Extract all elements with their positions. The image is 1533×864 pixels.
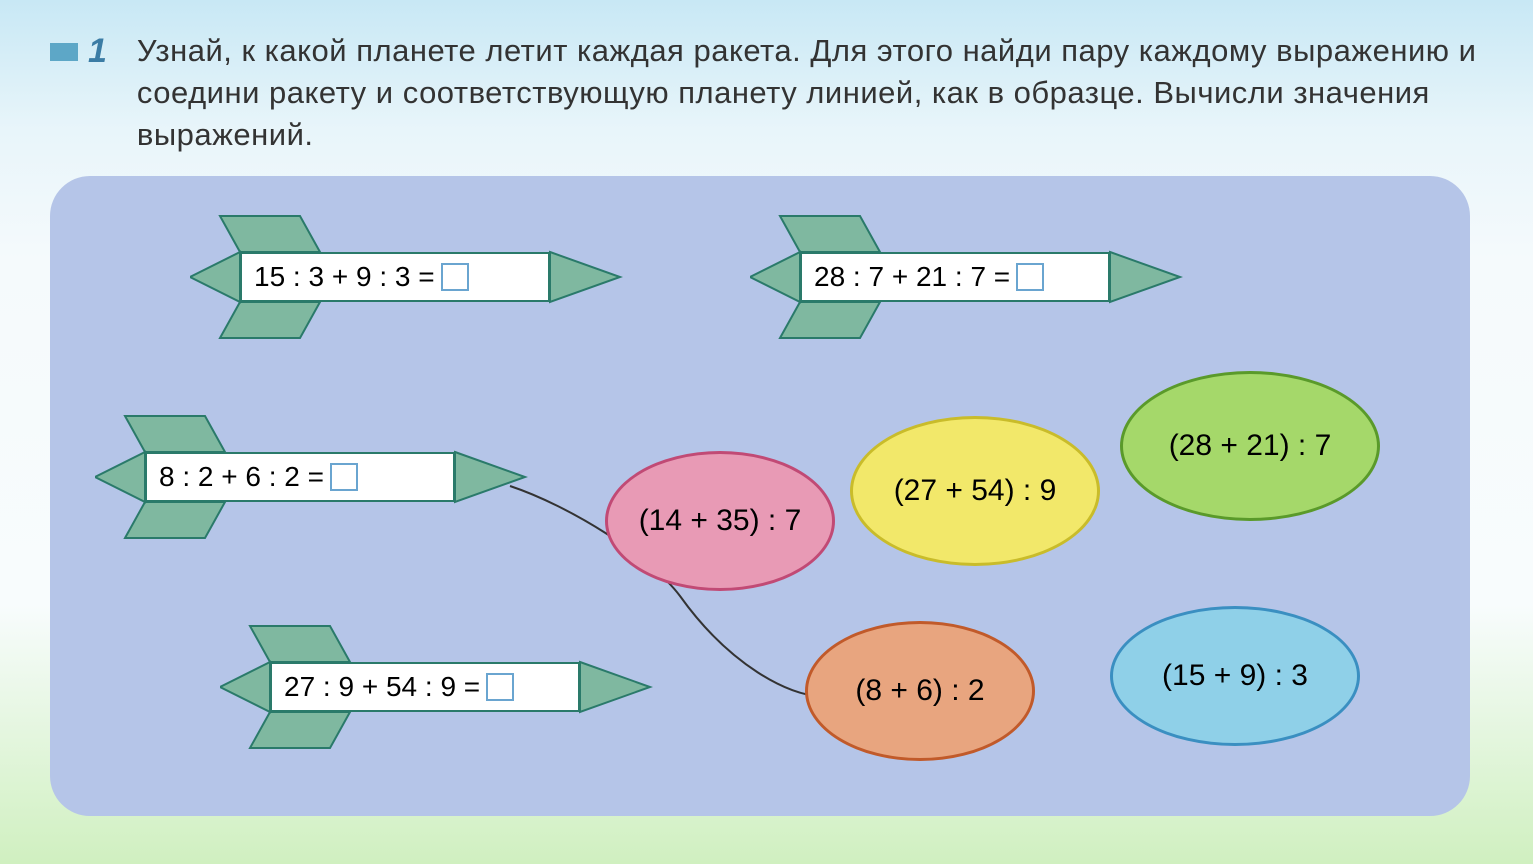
- planet-label: (28 + 21) : 7: [1169, 429, 1332, 463]
- exercise-panel: 15 : 3 + 9 : 3 = 28 : 7 + 21 : 7 = 8 : 2…: [50, 176, 1470, 816]
- planet-p1: (14 + 35) : 7: [605, 451, 835, 591]
- planet-label: (15 + 9) : 3: [1162, 659, 1308, 693]
- problem-number: 1: [88, 32, 107, 71]
- rocket-r2: 28 : 7 + 21 : 7 =: [750, 206, 1190, 346]
- rocket-expression: 15 : 3 + 9 : 3 =: [240, 252, 550, 302]
- header: 1 Узнай, к какой планете летит каждая ра…: [50, 30, 1483, 156]
- planet-p5: (15 + 9) : 3: [1110, 606, 1360, 746]
- expression-text: 8 : 2 + 6 : 2 =: [159, 461, 324, 493]
- expression-text: 15 : 3 + 9 : 3 =: [254, 261, 435, 293]
- planet-p4: (8 + 6) : 2: [805, 621, 1035, 761]
- rocket-r3: 8 : 2 + 6 : 2 =: [95, 406, 535, 546]
- answer-box[interactable]: [1016, 263, 1044, 291]
- instructions-text: Узнай, к какой планете летит каждая раке…: [137, 30, 1483, 156]
- planet-label: (8 + 6) : 2: [855, 674, 984, 708]
- answer-box[interactable]: [441, 263, 469, 291]
- planet-p3: (28 + 21) : 7: [1120, 371, 1380, 521]
- expression-text: 27 : 9 + 54 : 9 =: [284, 671, 480, 703]
- expression-text: 28 : 7 + 21 : 7 =: [814, 261, 1010, 293]
- problem-number-group: 1: [50, 30, 107, 71]
- planet-p2: (27 + 54) : 9: [850, 416, 1100, 566]
- planet-label: (27 + 54) : 9: [894, 474, 1057, 508]
- rocket-expression: 8 : 2 + 6 : 2 =: [145, 452, 455, 502]
- rocket-r1: 15 : 3 + 9 : 3 =: [190, 206, 630, 346]
- number-bar: [50, 43, 78, 61]
- rocket-r4: 27 : 9 + 54 : 9 =: [220, 616, 660, 756]
- answer-box[interactable]: [486, 673, 514, 701]
- answer-box[interactable]: [330, 463, 358, 491]
- planet-label: (14 + 35) : 7: [639, 504, 802, 538]
- rocket-expression: 27 : 9 + 54 : 9 =: [270, 662, 580, 712]
- rocket-expression: 28 : 7 + 21 : 7 =: [800, 252, 1110, 302]
